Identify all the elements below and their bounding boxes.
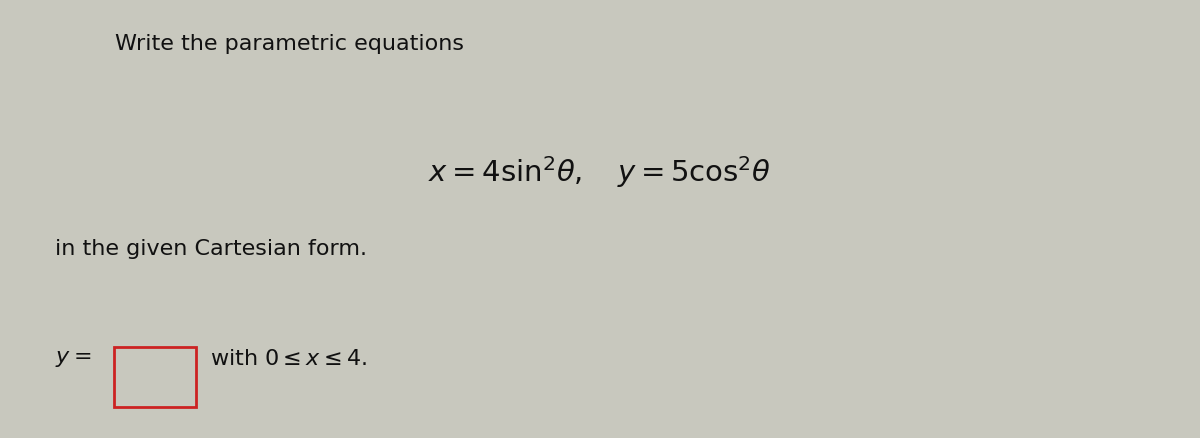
Text: $y=$: $y=$ bbox=[55, 348, 91, 368]
Text: Write the parametric equations: Write the parametric equations bbox=[115, 34, 464, 54]
Text: in the given Cartesian form.: in the given Cartesian form. bbox=[55, 238, 367, 258]
Text: $x = 4\sin^2\!\theta,\quad y = 5\cos^2\!\theta$: $x = 4\sin^2\!\theta,\quad y = 5\cos^2\!… bbox=[428, 154, 772, 190]
Text: with $0 \leq x \leq 4$.: with $0 \leq x \leq 4$. bbox=[210, 348, 367, 368]
FancyBboxPatch shape bbox=[114, 347, 196, 407]
